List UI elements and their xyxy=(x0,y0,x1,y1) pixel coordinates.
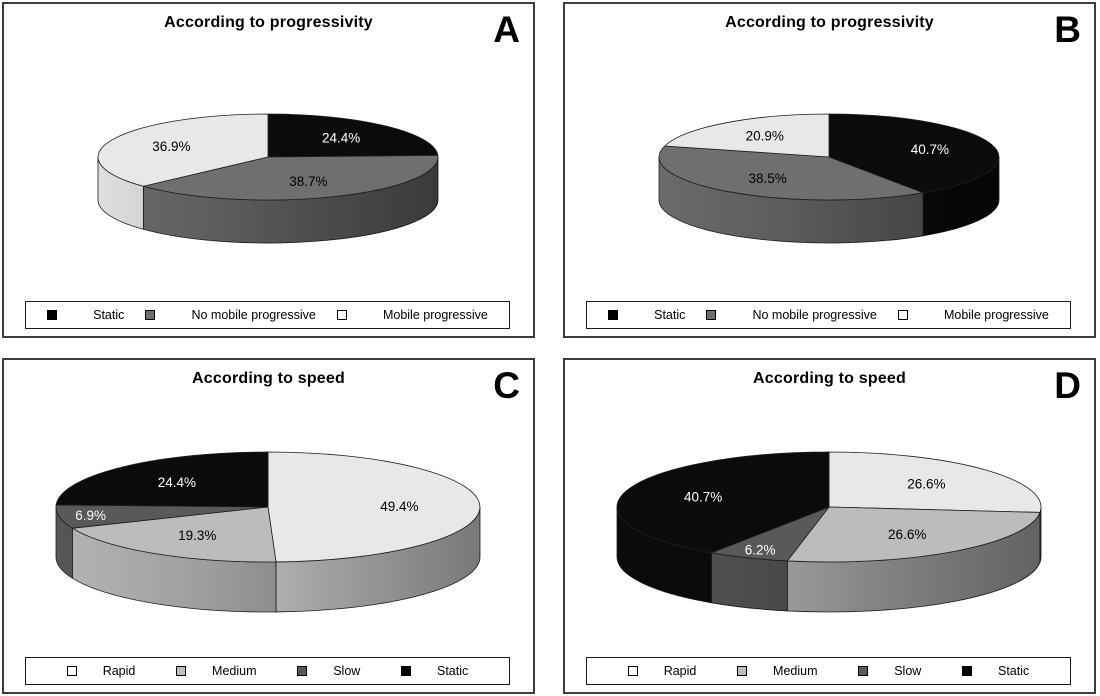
legend-swatch-icon xyxy=(627,666,638,676)
legend: Rapid Medium Slow Static xyxy=(25,657,510,685)
legend-swatch-icon xyxy=(706,310,717,320)
slice-percent-label: 36.9% xyxy=(152,139,190,154)
legend-item: Slow xyxy=(297,664,360,678)
panel-letter: C xyxy=(493,365,520,406)
legend-label: Static xyxy=(654,308,686,322)
panel-b: According to progressivity B 40.7% 38.5% 2… xyxy=(563,2,1096,338)
slice-percent-label: 19.3% xyxy=(178,528,216,543)
pie-slice xyxy=(55,451,269,508)
legend-label: Slow xyxy=(894,664,922,678)
chart-title: According to speed xyxy=(192,370,345,387)
legend-swatch-icon xyxy=(145,310,156,320)
rim-shading-overlay xyxy=(56,507,480,612)
pie-slice xyxy=(97,113,269,187)
legend-label: Slow xyxy=(333,664,361,678)
slice-percent-label: 26.6% xyxy=(907,477,945,492)
pie-slice xyxy=(658,145,924,201)
pie-chart: 26.6% 26.6% 6.2% 40.7% xyxy=(616,451,1042,613)
slice-percent-label: 6.9% xyxy=(75,508,106,523)
panel-letter: B xyxy=(1054,9,1081,50)
pie-chart: 40.7% 38.5% 20.9% xyxy=(658,113,1000,244)
legend: Static No mobile progressive Mobile progre… xyxy=(25,301,510,329)
pie-slice xyxy=(142,154,439,201)
panel-d: According to speed D 26.6% 26.6% 6.2% 40.7%… xyxy=(563,358,1096,694)
legend-item: Static xyxy=(608,308,685,322)
slice-percent-label: 26.6% xyxy=(888,527,926,542)
legend-item: No mobile progressive xyxy=(145,308,316,322)
slice-percent-label: 40.7% xyxy=(684,490,722,505)
legend-swatch-icon xyxy=(47,310,58,320)
slice-percent-label: 6.2% xyxy=(745,543,776,558)
legend-item: No mobile progressive xyxy=(706,308,877,322)
legend-swatch-icon xyxy=(961,666,972,676)
legend-swatch-icon xyxy=(737,666,748,676)
legend-swatch-icon xyxy=(858,666,869,676)
panel-c: According to speed C 49.4% 19.3% 6.9% 24.4%… xyxy=(2,358,535,694)
legend-item: Static xyxy=(47,308,124,322)
legend-item: Rapid xyxy=(627,664,697,678)
legend-item: Mobile progressive xyxy=(897,308,1049,322)
legend-swatch-icon xyxy=(336,310,347,320)
pie-slice xyxy=(71,506,277,563)
legend-label: Rapid xyxy=(102,664,136,678)
panel-letter: D xyxy=(1054,365,1081,406)
chart-title: According to progressivity xyxy=(164,14,373,31)
pie-slice xyxy=(664,113,830,158)
pie-chart: 49.4% 19.3% 6.9% 24.4% xyxy=(55,451,481,613)
legend-swatch-icon xyxy=(400,666,411,676)
panel-letter: A xyxy=(493,9,520,50)
pie-slice xyxy=(786,506,1041,563)
legend-swatch-icon xyxy=(176,666,187,676)
chart-title: According to speed xyxy=(753,370,906,387)
slice-percent-label: 40.7% xyxy=(911,142,949,157)
legend-label: Mobile progressive xyxy=(382,308,488,322)
legend-item: Medium xyxy=(737,664,818,678)
legend-item: Static xyxy=(961,664,1030,678)
pie-slice xyxy=(828,451,1042,513)
legend-item: Medium xyxy=(176,664,257,678)
legend-swatch-icon xyxy=(608,310,619,320)
legend-item: Static xyxy=(400,664,469,678)
pie-slice xyxy=(267,113,439,158)
legend-label: No mobile progressive xyxy=(752,308,877,322)
legend-swatch-icon xyxy=(66,666,77,676)
pie-chart: 24.4% 38.7% 36.9% xyxy=(97,113,439,244)
legend-label: Static xyxy=(997,664,1030,678)
pie-slice xyxy=(616,451,830,554)
chart-title: According to progressivity xyxy=(725,14,934,31)
legend-swatch-icon xyxy=(897,310,908,320)
legend-item: Mobile progressive xyxy=(336,308,488,322)
slice-percent-label: 38.5% xyxy=(748,171,786,186)
legend-label: Static xyxy=(436,664,469,678)
legend-label: Medium xyxy=(773,664,818,678)
slice-percent-label: 20.9% xyxy=(746,128,784,143)
rim-shading-overlay xyxy=(617,507,1041,612)
slice-percent-label: 24.4% xyxy=(322,130,360,145)
legend-item: Rapid xyxy=(66,664,136,678)
legend: Rapid Medium Slow Static xyxy=(586,657,1071,685)
legend-label: Medium xyxy=(212,664,257,678)
slice-percent-label: 38.7% xyxy=(289,174,327,189)
panel-a: According to progressivity A 24.4% 38.7% 3… xyxy=(2,2,535,338)
legend-label: Mobile progressive xyxy=(943,308,1049,322)
legend-label: Rapid xyxy=(663,664,697,678)
pie-slice xyxy=(267,451,481,563)
legend-item: Slow xyxy=(858,664,921,678)
legend-label: Static xyxy=(93,308,125,322)
slice-percent-label: 49.4% xyxy=(380,499,418,514)
slice-percent-label: 24.4% xyxy=(158,475,196,490)
legend-label: No mobile progressive xyxy=(191,308,316,322)
legend: Static No mobile progressive Mobile progre… xyxy=(586,301,1071,329)
legend-swatch-icon xyxy=(297,666,308,676)
